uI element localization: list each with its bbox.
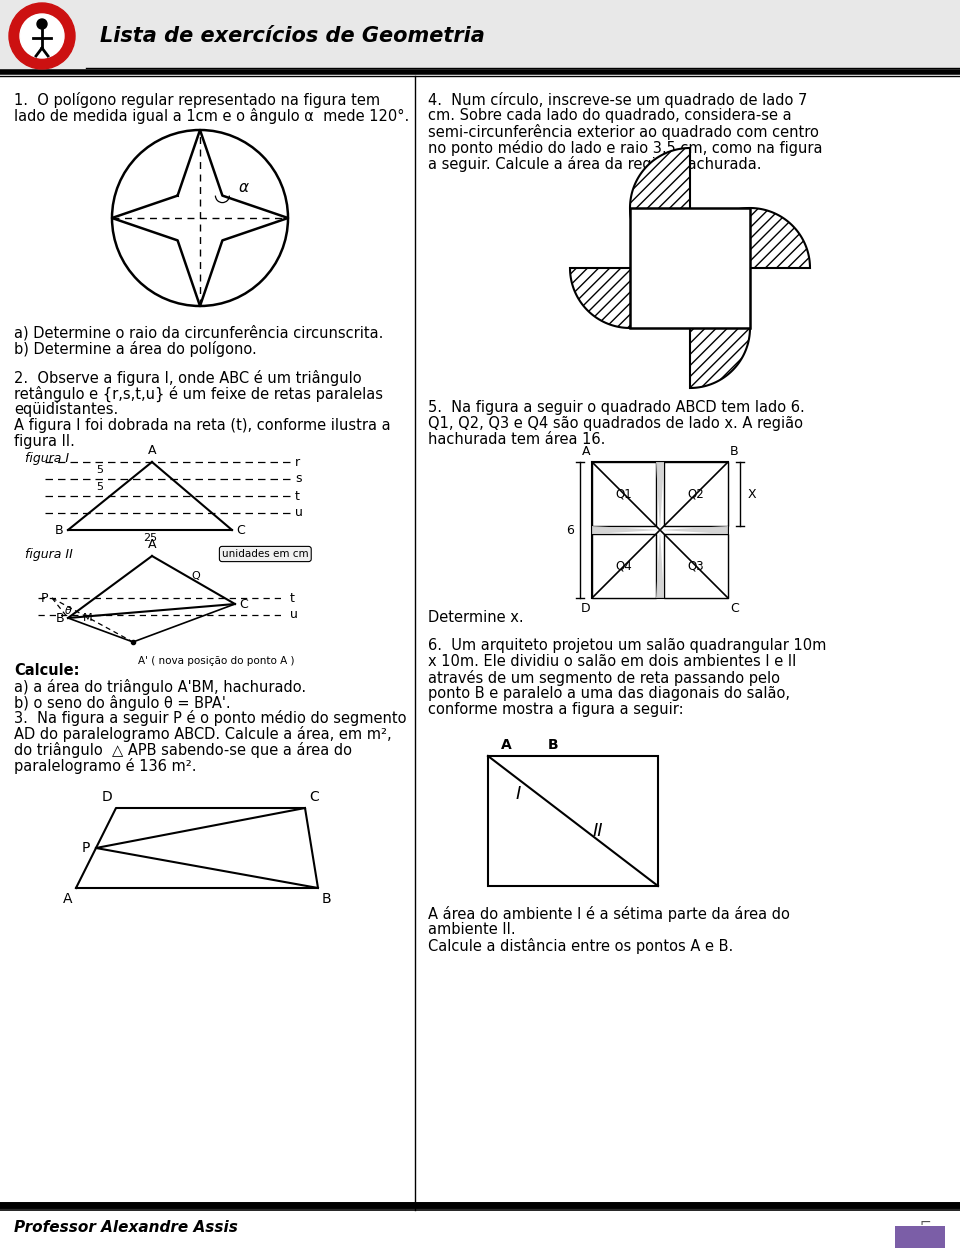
- Text: ⌐: ⌐: [920, 1216, 931, 1229]
- Text: 6.  Um arquiteto projetou um salão quadrangular 10m: 6. Um arquiteto projetou um salão quadra…: [428, 638, 827, 653]
- Text: C: C: [730, 602, 739, 615]
- Circle shape: [37, 19, 47, 29]
- Text: semi-circunferência exterior ao quadrado com centro: semi-circunferência exterior ao quadrado…: [428, 124, 819, 140]
- Polygon shape: [592, 534, 656, 598]
- Text: unidades em cm: unidades em cm: [222, 549, 308, 559]
- Text: hachurada tem área 16.: hachurada tem área 16.: [428, 432, 606, 447]
- Text: s: s: [295, 473, 301, 485]
- Text: $\theta$: $\theta$: [64, 604, 73, 617]
- Text: u: u: [290, 609, 298, 622]
- Text: AD do paralelogramo ABCD. Calcule a área, em m²,: AD do paralelogramo ABCD. Calcule a área…: [14, 726, 392, 743]
- Text: cm. Sobre cada lado do quadrado, considera-se a: cm. Sobre cada lado do quadrado, conside…: [428, 109, 792, 124]
- Text: A área do ambiente I é a sétima parte da área do: A área do ambiente I é a sétima parte da…: [428, 906, 790, 922]
- Text: Q3: Q3: [687, 559, 705, 573]
- Text: 3.  Na figura a seguir P é o ponto médio do segmento: 3. Na figura a seguir P é o ponto médio …: [14, 710, 406, 726]
- Text: A' ( nova posição do ponto A ): A' ( nova posição do ponto A ): [138, 656, 295, 666]
- Text: do triângulo  △ APB sabendo-se que a área do: do triângulo △ APB sabendo-se que a área…: [14, 743, 352, 758]
- Text: conforme mostra a figura a seguir:: conforme mostra a figura a seguir:: [428, 701, 684, 718]
- Text: 5: 5: [97, 466, 104, 475]
- Polygon shape: [570, 268, 690, 328]
- Text: figura I: figura I: [25, 452, 69, 466]
- Bar: [0, 0, 960, 72]
- Text: B: B: [56, 612, 64, 624]
- Text: 2.  Observe a figura I, onde ABC é um triângulo: 2. Observe a figura I, onde ABC é um tri…: [14, 369, 362, 386]
- Polygon shape: [630, 149, 690, 268]
- Polygon shape: [656, 462, 664, 530]
- Text: Calcule a distância entre os pontos A e B.: Calcule a distância entre os pontos A e …: [428, 938, 733, 953]
- Text: $\alpha$: $\alpha$: [238, 180, 251, 195]
- Polygon shape: [592, 462, 656, 525]
- Text: t: t: [290, 592, 295, 604]
- Text: u: u: [295, 507, 302, 519]
- Text: 4.  Num círculo, inscreve-se um quadrado de lado 7: 4. Num círculo, inscreve-se um quadrado …: [428, 92, 807, 109]
- Text: 6: 6: [566, 523, 574, 537]
- Text: P: P: [82, 841, 90, 855]
- Polygon shape: [656, 530, 664, 598]
- Circle shape: [9, 2, 75, 69]
- Text: C: C: [239, 598, 248, 610]
- Text: B: B: [548, 738, 559, 753]
- Text: figura II.: figura II.: [14, 434, 75, 449]
- Text: eqüidistantes.: eqüidistantes.: [14, 402, 118, 417]
- Text: D: D: [101, 790, 112, 804]
- Text: x 10m. Ele dividiu o salão em dois ambientes I e II: x 10m. Ele dividiu o salão em dois ambie…: [428, 654, 797, 669]
- Polygon shape: [690, 208, 810, 268]
- Text: C: C: [309, 790, 319, 804]
- Circle shape: [20, 14, 64, 57]
- Text: a seguir. Calcule a área da região hachurada.: a seguir. Calcule a área da região hachu…: [428, 156, 761, 172]
- Text: retângulo e {r,s,t,u} é um feixe de retas paralelas: retângulo e {r,s,t,u} é um feixe de reta…: [14, 386, 383, 402]
- Polygon shape: [690, 268, 750, 388]
- Text: Q2: Q2: [687, 488, 705, 500]
- Text: 25: 25: [143, 533, 157, 543]
- Text: I: I: [516, 785, 520, 802]
- Text: C: C: [236, 523, 245, 537]
- Text: no ponto médio do lado e raio 3,5 cm, como na figura: no ponto médio do lado e raio 3,5 cm, co…: [428, 140, 823, 156]
- Text: r: r: [295, 456, 300, 468]
- Text: Q1, Q2, Q3 e Q4 são quadrados de lado x. A região: Q1, Q2, Q3 e Q4 são quadrados de lado x.…: [428, 416, 803, 431]
- Polygon shape: [630, 208, 750, 328]
- Text: através de um segmento de reta passando pelo: através de um segmento de reta passando …: [428, 670, 780, 686]
- Text: b) o seno do ângulo θ = BPA'.: b) o seno do ângulo θ = BPA'.: [14, 695, 230, 711]
- Text: A: A: [62, 892, 72, 906]
- Text: 5: 5: [97, 482, 104, 492]
- Text: II: II: [592, 822, 603, 840]
- Bar: [895, 1226, 945, 1248]
- Text: Lista de exercícios de Geometria: Lista de exercícios de Geometria: [100, 26, 485, 46]
- Text: paralelogramo é 136 m².: paralelogramo é 136 m².: [14, 758, 197, 774]
- Text: A: A: [148, 538, 156, 552]
- Text: A: A: [148, 444, 156, 457]
- Text: A: A: [500, 738, 512, 753]
- Text: B: B: [322, 892, 331, 906]
- Text: Q1: Q1: [615, 488, 633, 500]
- Text: B: B: [730, 446, 738, 458]
- Text: figura II: figura II: [25, 548, 73, 562]
- Text: t: t: [295, 489, 300, 503]
- Polygon shape: [664, 462, 728, 525]
- Text: A: A: [582, 446, 590, 458]
- Text: Determine x.: Determine x.: [428, 610, 523, 625]
- Text: ponto B e paralelo a uma das diagonais do salão,: ponto B e paralelo a uma das diagonais d…: [428, 686, 790, 701]
- Text: a) Determine o raio da circunferência circunscrita.: a) Determine o raio da circunferência ci…: [14, 324, 383, 341]
- Polygon shape: [664, 534, 728, 598]
- Polygon shape: [660, 525, 728, 534]
- Polygon shape: [592, 462, 728, 598]
- Text: P: P: [40, 592, 48, 604]
- Text: M: M: [84, 613, 93, 623]
- Text: Q4: Q4: [615, 559, 633, 573]
- Text: Calcule:: Calcule:: [14, 663, 80, 678]
- Text: ambiente II.: ambiente II.: [428, 922, 516, 937]
- Text: X: X: [748, 488, 756, 500]
- Text: Q: Q: [191, 572, 200, 582]
- Polygon shape: [592, 525, 660, 534]
- Bar: [488, 756, 658, 886]
- Text: b) Determine a área do polígono.: b) Determine a área do polígono.: [14, 341, 256, 357]
- Text: B: B: [55, 523, 63, 537]
- Text: Professor Alexandre Assis: Professor Alexandre Assis: [14, 1221, 238, 1236]
- Text: a) a área do triângulo A'BM, hachurado.: a) a área do triângulo A'BM, hachurado.: [14, 679, 306, 695]
- Text: D: D: [581, 602, 590, 615]
- Text: 5.  Na figura a seguir o quadrado ABCD tem lado 6.: 5. Na figura a seguir o quadrado ABCD te…: [428, 401, 804, 416]
- Text: lado de medida igual a 1cm e o ângulo α  mede 120°.: lado de medida igual a 1cm e o ângulo α …: [14, 109, 409, 124]
- Text: 1.  O polígono regular representado na figura tem: 1. O polígono regular representado na fi…: [14, 92, 380, 109]
- Text: A figura I foi dobrada na reta (t), conforme ilustra a: A figura I foi dobrada na reta (t), conf…: [14, 418, 391, 433]
